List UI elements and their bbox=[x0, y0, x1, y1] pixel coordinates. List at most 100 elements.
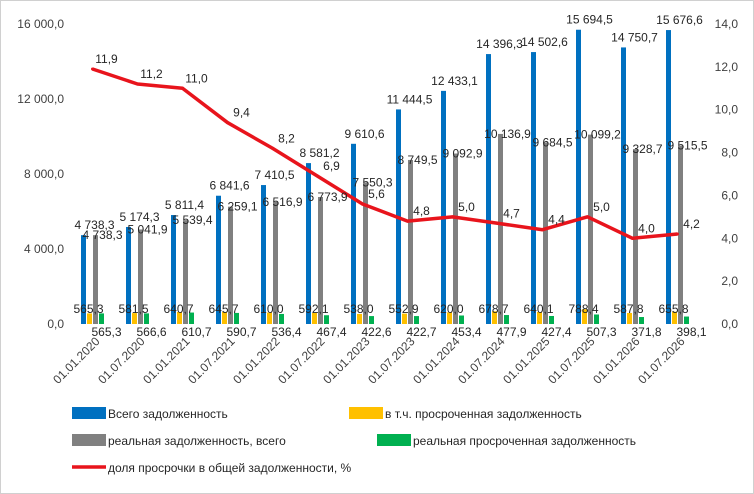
data-label: 9 515,5 bbox=[667, 139, 707, 153]
bar bbox=[414, 316, 419, 324]
data-label: 9 610,6 bbox=[344, 127, 384, 141]
y-right-tick-label: 0,0 bbox=[721, 317, 738, 331]
data-label: 4,8 bbox=[413, 204, 430, 218]
data-label: 14 396,3 bbox=[476, 37, 523, 51]
data-label: 6 773,9 bbox=[307, 190, 347, 204]
data-label: 592,1 bbox=[298, 302, 328, 316]
bar bbox=[549, 315, 554, 324]
data-label: 11,2 bbox=[140, 67, 163, 81]
bar bbox=[132, 313, 137, 324]
y-right-tick-label: 4,0 bbox=[721, 231, 738, 245]
bar bbox=[357, 313, 362, 324]
data-label: 398,1 bbox=[676, 325, 706, 339]
x-axis: 01.01.202001.07.202001.01.202101.07.2021… bbox=[50, 334, 688, 387]
bar bbox=[267, 312, 272, 324]
data-label: 11,0 bbox=[185, 71, 208, 85]
y-left-tick-label: 16 000,0 bbox=[17, 17, 64, 31]
bar bbox=[351, 143, 356, 324]
bar bbox=[279, 313, 284, 324]
bar bbox=[486, 54, 491, 325]
line-point bbox=[271, 146, 274, 150]
data-label: 536,4 bbox=[271, 325, 301, 339]
bar bbox=[504, 315, 509, 324]
data-label: 678,7 bbox=[478, 302, 508, 316]
x-tick-label: 01.07.2024 bbox=[455, 334, 508, 387]
data-label: 6 516,9 bbox=[262, 195, 302, 209]
data-label: 565,3 bbox=[91, 325, 121, 339]
legend-swatch bbox=[377, 434, 411, 446]
legend-label: Всего задолженность bbox=[108, 407, 228, 421]
data-label: 6,9 bbox=[323, 159, 340, 173]
data-label: 5 041,9 bbox=[127, 222, 167, 236]
x-tick-label: 01.07.2026 bbox=[635, 334, 688, 387]
data-label: 4,0 bbox=[638, 221, 655, 235]
bar bbox=[369, 316, 374, 324]
bar bbox=[189, 312, 194, 324]
line-point bbox=[361, 202, 364, 206]
x-tick-label: 01.01.2023 bbox=[320, 334, 373, 387]
data-label: 371,8 bbox=[631, 325, 661, 339]
data-label: 9 328,7 bbox=[622, 142, 662, 156]
bar bbox=[408, 159, 413, 324]
data-label: 4 738,3 bbox=[74, 218, 114, 232]
line-point bbox=[91, 67, 94, 71]
data-label: 15 694,5 bbox=[566, 13, 613, 27]
bar bbox=[531, 52, 536, 325]
x-tick-label: 01.07.2023 bbox=[365, 334, 418, 387]
data-label: 788,4 bbox=[568, 302, 598, 316]
bar bbox=[678, 145, 683, 324]
data-label: 427,4 bbox=[541, 325, 571, 339]
x-tick-label: 01.01.2020 bbox=[50, 334, 103, 387]
bar bbox=[261, 185, 266, 324]
x-tick-label: 01.07.2020 bbox=[95, 334, 148, 387]
line-point bbox=[676, 232, 679, 236]
line-point bbox=[181, 86, 184, 90]
bar bbox=[447, 312, 452, 324]
bar bbox=[453, 153, 458, 324]
bar bbox=[684, 316, 689, 324]
data-label: 4,4 bbox=[548, 213, 565, 227]
data-label: 10 136,9 bbox=[484, 127, 531, 141]
y-axis-right: 0,0 2,0 4,0 6,0 8,0 10,0 12,0 14,0 bbox=[715, 17, 739, 331]
bar bbox=[99, 313, 104, 324]
data-label: 565,3 bbox=[73, 302, 103, 316]
data-label: 5,6 bbox=[368, 187, 385, 201]
y-right-tick-label: 8,0 bbox=[721, 146, 738, 160]
y-left-tick-label: 12 000,0 bbox=[17, 92, 64, 106]
data-label: 4,7 bbox=[503, 206, 520, 220]
data-label: 11 444,5 bbox=[387, 92, 433, 106]
data-label: 610,0 bbox=[253, 302, 283, 316]
data-label: 9 092,9 bbox=[442, 147, 482, 161]
line-point bbox=[451, 215, 454, 219]
bar bbox=[222, 311, 227, 324]
data-label: 507,3 bbox=[586, 325, 616, 339]
data-label: 8,2 bbox=[278, 131, 295, 145]
x-tick-label: 01.01.2021 bbox=[140, 334, 193, 387]
y-right-tick-label: 2,0 bbox=[721, 274, 738, 288]
bar bbox=[582, 309, 587, 324]
data-label: 8 581,2 bbox=[299, 146, 339, 160]
line-point bbox=[541, 228, 544, 232]
bar bbox=[666, 30, 671, 324]
bar bbox=[273, 201, 278, 324]
bars bbox=[81, 29, 689, 325]
data-label: 453,4 bbox=[451, 325, 481, 339]
line-point bbox=[136, 82, 139, 86]
bar bbox=[93, 235, 98, 324]
line-point bbox=[226, 121, 229, 125]
data-label: 538,0 bbox=[343, 302, 373, 316]
data-label: 5 811,4 bbox=[165, 198, 204, 212]
data-label: 590,7 bbox=[226, 325, 256, 339]
bar bbox=[498, 133, 503, 324]
bar bbox=[216, 195, 221, 324]
x-tick-label: 01.07.2021 bbox=[185, 334, 238, 387]
bar bbox=[324, 315, 329, 324]
data-label: 14 750,7 bbox=[611, 30, 658, 44]
legend-label: доля просрочки в общей задолженности, % bbox=[108, 461, 352, 475]
bar bbox=[138, 229, 143, 324]
share-line-path bbox=[91, 67, 678, 241]
data-label: 610,7 bbox=[181, 325, 211, 339]
data-label: 422,7 bbox=[406, 325, 436, 339]
legend-label: реальная задолженность, всего bbox=[108, 434, 286, 448]
